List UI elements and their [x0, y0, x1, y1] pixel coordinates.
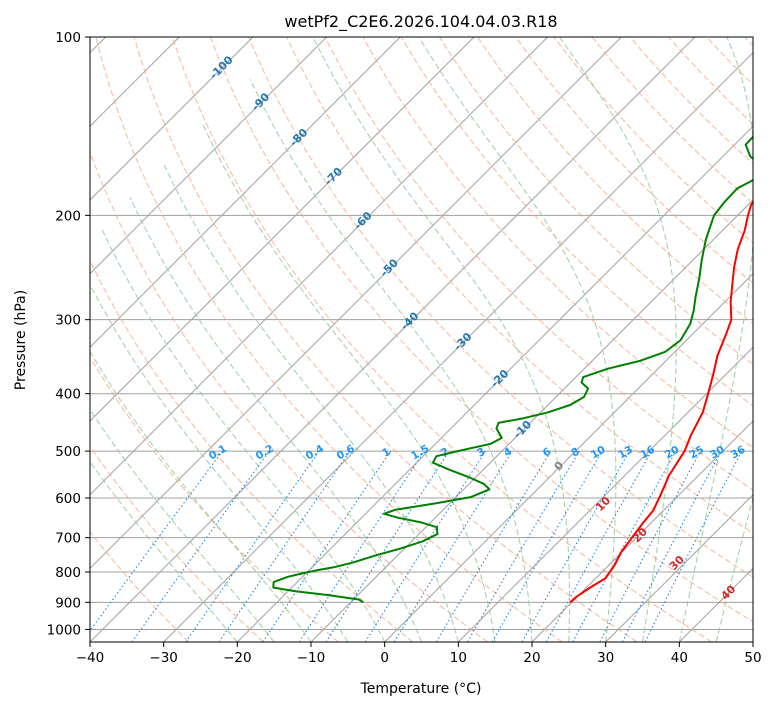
dry-adiabat-line — [438, 37, 753, 366]
moist-adiabat-line — [312, 37, 571, 642]
moist-adiabat-line — [202, 124, 496, 642]
dry-adiabat-line — [553, 37, 753, 244]
y-tick-label: 700 — [55, 531, 81, 547]
isotherm-line — [90, 37, 696, 642]
moist-adiabat-line — [100, 227, 386, 642]
moist-adiabat-line — [715, 496, 753, 642]
isotherm-line — [605, 493, 753, 642]
x-tick-label: 30 — [597, 650, 614, 666]
dry-adiabat-line — [133, 37, 638, 642]
moist-adiabat-line — [678, 37, 753, 642]
y-tick-label: 200 — [55, 208, 81, 224]
x-tick-label: 40 — [671, 650, 688, 666]
mixing-ratio-line — [435, 450, 552, 642]
x-tick-label: −20 — [223, 650, 252, 666]
moist-adiabat-line — [163, 163, 459, 642]
mixing-ratio-line — [90, 450, 223, 632]
isotherm-line — [531, 420, 753, 642]
dry-adiabat-line — [286, 37, 753, 534]
dry-adiabat-line — [629, 37, 753, 165]
moist-adiabat-line — [90, 283, 349, 642]
y-tick-label: 900 — [55, 595, 81, 611]
isotherm-line — [90, 37, 622, 570]
dry-adiabat-line — [90, 259, 414, 642]
mixing-ratio-line — [325, 450, 450, 642]
dry-adiabat-line — [209, 37, 753, 623]
chart-title: wetPf2_C2E6.2026.104.04.03.R18 — [284, 12, 557, 32]
dry-adiabat-line — [515, 37, 753, 284]
dry-adiabat-line — [362, 37, 753, 449]
dry-adiabat-line — [324, 37, 753, 491]
isotherm-line — [90, 37, 401, 349]
mixing-ratio-line — [545, 450, 653, 642]
isotherm-line — [457, 346, 753, 642]
mixing-ratio-line — [131, 450, 270, 642]
moist-adiabat-line — [90, 350, 312, 642]
isotherm-line — [90, 37, 254, 201]
isotherm-line — [236, 125, 753, 642]
temperature-profile — [569, 200, 753, 604]
y-tick-label: 400 — [55, 387, 81, 403]
mixing-ratio-line — [393, 450, 513, 642]
x-tick-label: −40 — [76, 650, 105, 666]
dry-adiabat-line — [400, 37, 753, 407]
moist-adiabat-line — [90, 408, 275, 642]
moist-adiabat-line — [90, 460, 238, 642]
mixing-ratio-line — [521, 450, 630, 642]
mixing-ratio-line — [467, 450, 580, 642]
isotherm-line — [90, 37, 328, 275]
mixing-ratio-line — [218, 450, 351, 642]
moist-adiabat-line — [418, 37, 617, 642]
dewpoint-profile — [272, 135, 753, 604]
y-axis-label: Pressure (hPa) — [13, 290, 29, 390]
isotherm-line — [384, 272, 753, 642]
x-tick-label: 20 — [523, 650, 540, 666]
plot-frame — [89, 36, 754, 643]
moist-adiabat-line — [129, 197, 423, 642]
dry-adiabat-line — [90, 531, 190, 642]
dry-adiabat-line — [591, 37, 753, 204]
dry-adiabat-line — [477, 37, 753, 325]
y-tick-label: 300 — [55, 313, 81, 329]
y-tick-label: 500 — [55, 444, 81, 460]
x-tick-label: 10 — [450, 650, 467, 666]
y-tick-label: 800 — [55, 565, 81, 581]
moist-adiabat-line — [559, 37, 677, 642]
isotherm-line — [90, 37, 475, 422]
isotherm-line — [163, 51, 753, 642]
y-tick-label: 100 — [55, 30, 81, 46]
y-tick-label: 1000 — [47, 622, 81, 638]
moist-adiabat-line — [249, 79, 533, 642]
isotherm-line — [90, 37, 549, 496]
dry-adiabat-line — [90, 150, 488, 642]
mixing-ratio-line — [185, 450, 320, 642]
y-tick-label: 600 — [55, 491, 81, 507]
x-tick-label: −30 — [149, 650, 178, 666]
x-tick-label: 50 — [744, 650, 761, 666]
dry-adiabat-line — [248, 37, 753, 578]
x-tick-label: 0 — [380, 650, 389, 666]
x-tick-label: −10 — [297, 650, 326, 666]
dry-adiabat-line — [95, 37, 563, 642]
x-axis-label: Temperature (°C) — [360, 681, 482, 697]
mixing-ratio-line — [364, 450, 486, 642]
mixing-ratio-line — [491, 450, 603, 642]
mixing-ratio-line — [572, 450, 677, 642]
